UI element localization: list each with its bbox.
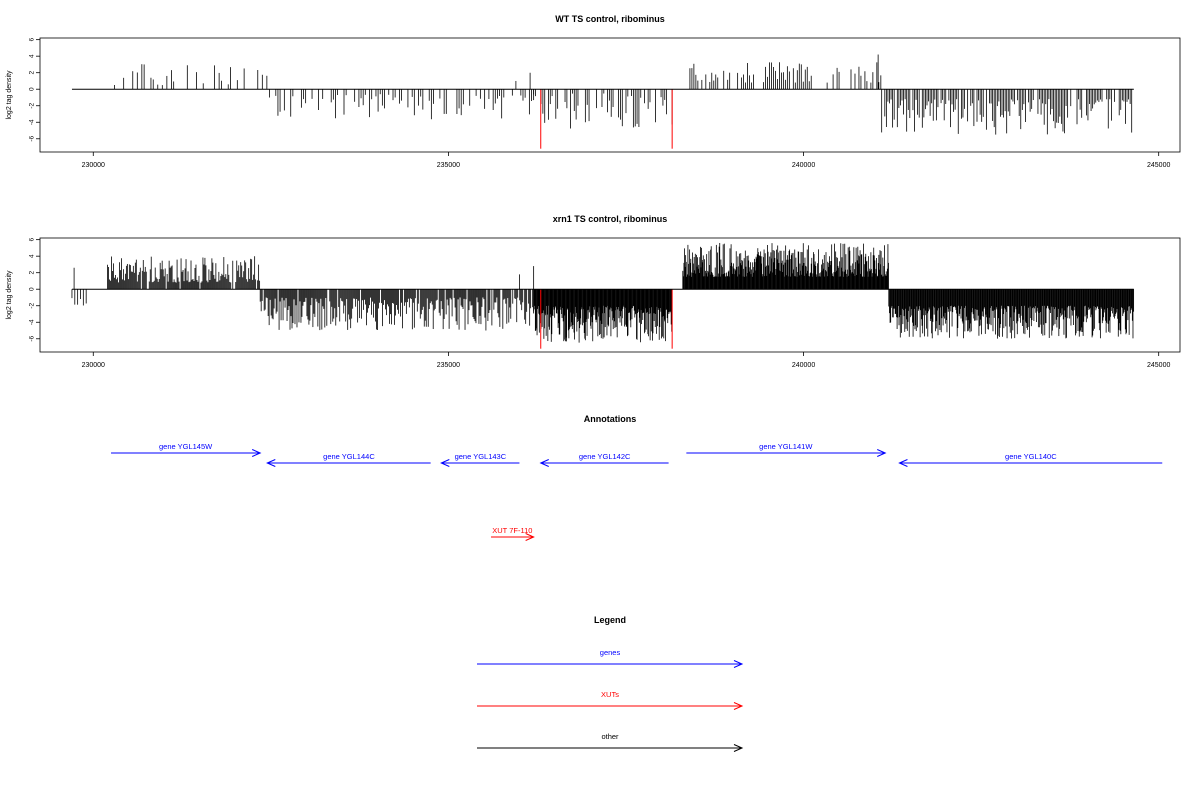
- wt-axes: 6 4 2 0 -2 -4 -6 230000 235000 240000 245000: [29, 37, 1171, 169]
- gene-arrow-head: [877, 449, 887, 457]
- xrn1-axes: 6 4 2 0 -2 -4 -6 230000 235000 240000 245000: [29, 237, 1171, 369]
- wt-y-tick-label: 6: [29, 37, 36, 41]
- xrn1-y-tick-label: 0: [29, 287, 36, 291]
- gene-label: gene YGL142C: [579, 452, 631, 461]
- xrn1-y-axis-label: log2 tag density: [6, 270, 13, 320]
- wt-bars: [71, 54, 1134, 149]
- legend-arrow-head: [733, 744, 744, 752]
- wt-y-tick-label: -4: [29, 119, 36, 125]
- xrn1-plot-frame: [39, 237, 1181, 353]
- xrn1-x-tick-label: 235000: [437, 362, 460, 369]
- wt-plot-frame: [39, 37, 1181, 153]
- legend-items: genes XUTs other: [477, 648, 744, 752]
- legend-title: Legend: [594, 615, 626, 625]
- wt-x-tick-label: 240000: [792, 162, 815, 169]
- gene-arrow-head: [266, 459, 276, 467]
- gene-arrow-head: [525, 533, 535, 541]
- wt-y-tick-label: 0: [29, 87, 36, 91]
- xrn1-y-tick-label: -2: [29, 302, 36, 308]
- gene-arrows: gene YGL145W gene YGL144C gene YGL143C gene…: [111, 442, 1163, 541]
- legend-item-label: XUTs: [601, 690, 619, 699]
- gene-arrow-head: [898, 459, 908, 467]
- wt-track-title: WT TS control, ribominus: [555, 14, 665, 24]
- annotations-title: Annotations: [584, 414, 637, 424]
- wt-x-tick-label: 235000: [437, 162, 460, 169]
- xrn1-track-panel: xrn1 TS control, ribominus log2 tag dens…: [6, 214, 1181, 369]
- wt-y-tick-label: -2: [29, 102, 36, 108]
- wt-y-tick-label: 4: [29, 54, 36, 58]
- gene-label: gene YGL140C: [1005, 452, 1057, 461]
- gene-label: gene YGL145W: [159, 442, 213, 451]
- gene-label: gene YGL141W: [759, 442, 813, 451]
- xrn1-x-tick-label: 245000: [1147, 362, 1170, 369]
- wt-y-tick-label: 2: [29, 71, 36, 75]
- wt-x-tick-label: 245000: [1147, 162, 1170, 169]
- legend-item-label: genes: [600, 648, 621, 657]
- xrn1-y-tick-label: 4: [29, 254, 36, 258]
- xrn1-track-title: xrn1 TS control, ribominus: [553, 214, 668, 224]
- gene-label: gene YGL144C: [323, 452, 375, 461]
- legend-arrow-head: [733, 660, 744, 668]
- wt-y-axis-label: log2 tag density: [6, 70, 13, 120]
- gene-arrow-head: [251, 449, 262, 457]
- xrn1-x-tick-label: 230000: [82, 362, 105, 369]
- xrn1-y-tick-label: -4: [29, 319, 36, 325]
- gene-label: gene YGL143C: [455, 452, 507, 461]
- legend-item-label: other: [601, 732, 619, 741]
- xrn1-y-tick-label: -6: [29, 336, 36, 342]
- legend-arrow-head: [733, 702, 744, 710]
- xrn1-x-tick-label: 240000: [792, 362, 815, 369]
- wt-track-panel: WT TS control, ribominus log2 tag densit…: [6, 14, 1181, 169]
- xrn1-y-tick-label: 6: [29, 237, 36, 241]
- legend-panel: Legend genes XUTs other: [477, 615, 744, 752]
- xrn1-bars: [71, 242, 1135, 349]
- xrn1-y-tick-label: 2: [29, 271, 36, 275]
- gene-arrow-head: [539, 459, 549, 467]
- gene-label: XUT 7F-110: [492, 526, 532, 535]
- wt-y-tick-label: -6: [29, 136, 36, 142]
- wt-x-tick-label: 230000: [82, 162, 105, 169]
- gene-arrow-head: [440, 459, 450, 467]
